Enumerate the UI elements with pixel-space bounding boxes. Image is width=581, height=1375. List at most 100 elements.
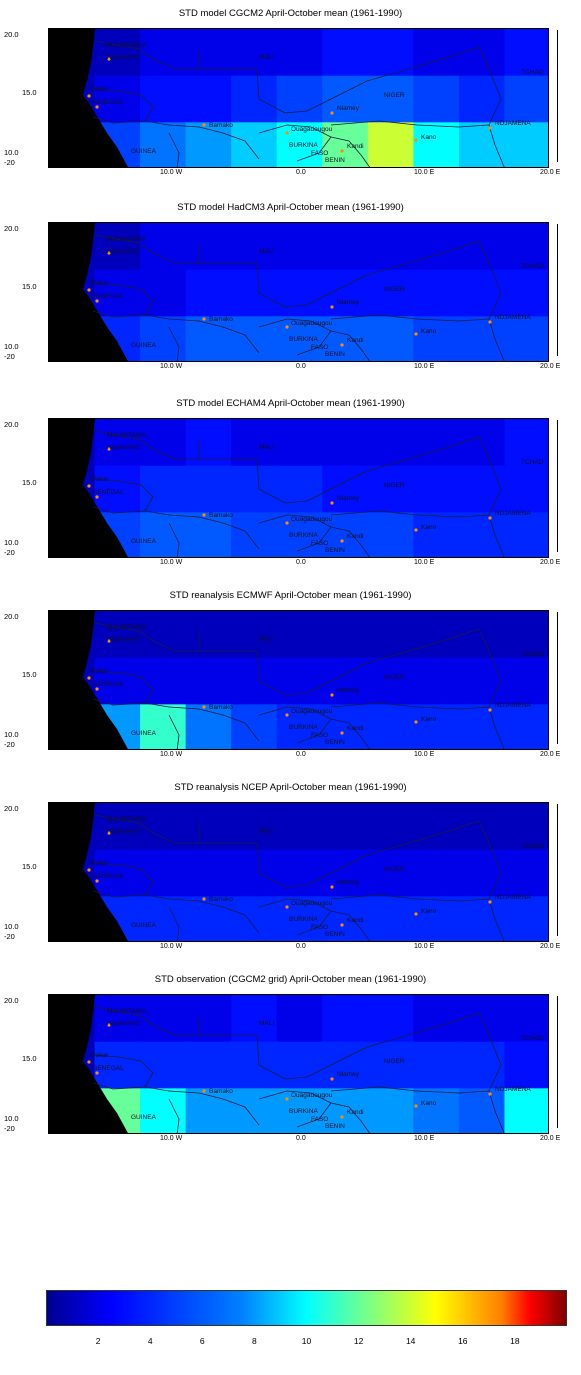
- grid-cell: [413, 419, 460, 467]
- map-label-ouagadougou: Ouagadougou: [291, 516, 333, 523]
- grid-cell: [276, 316, 323, 361]
- map-label-mali: MALI: [259, 248, 274, 255]
- city-dot: [202, 897, 206, 901]
- grid-cell: [276, 29, 323, 77]
- country-border: [330, 718, 371, 749]
- city-dot: [87, 1060, 91, 1064]
- y-tick-label: 10.0: [4, 342, 19, 351]
- map-label-ndjamena: NDJAMENA: [495, 314, 531, 321]
- country-border: [478, 820, 505, 941]
- grid-cell: [276, 704, 323, 749]
- panel-title: STD reanalysis ECMWF April-October mean …: [169, 590, 412, 601]
- grid-cell: [140, 419, 187, 467]
- grid-cell: [367, 657, 414, 705]
- map-label-ndjamena: NDJAMENA: [495, 894, 531, 901]
- grid-cell: [185, 269, 232, 317]
- city-dot: [488, 320, 492, 324]
- ocean-mask: [49, 419, 128, 557]
- ocean-mask: [49, 223, 128, 361]
- map-edge-bracket: [547, 224, 558, 356]
- grid-cell: [231, 896, 278, 941]
- colorbar-tick-label: 6: [199, 1336, 205, 1346]
- map-svg: MAURITANIA Nouakchott MALI NIGER TCHAD Dakar S…: [49, 223, 548, 361]
- grid-cell: [140, 316, 187, 361]
- grid-cell: [185, 29, 232, 77]
- ocean-mask: [49, 803, 128, 941]
- map-label-mauritania: MAURITANIA: [107, 1008, 147, 1015]
- country-border: [306, 240, 480, 306]
- city-dot: [414, 1104, 418, 1108]
- country-border: [330, 894, 490, 902]
- grid-cell: [276, 657, 323, 705]
- grid-cell: [185, 611, 232, 659]
- map-label-nouakchott: Nouakchott: [107, 828, 140, 835]
- x-tick-label: 20.0 E: [540, 1135, 561, 1142]
- country-border: [92, 282, 154, 318]
- grid-cell: [413, 512, 460, 557]
- country-border: [94, 430, 200, 460]
- y-tick-label: 20.0: [4, 996, 19, 1005]
- grid-cell: [185, 465, 232, 513]
- grid-cell: [231, 75, 278, 123]
- map-label-niamey: Niamey: [337, 1071, 360, 1078]
- map-label-guinea: GUINEA: [131, 148, 157, 155]
- country-border: [330, 136, 371, 167]
- country-border: [330, 526, 371, 557]
- grid-cell: [231, 29, 278, 77]
- map-label-senegal: SENEGAL: [93, 681, 124, 688]
- country-border: [478, 628, 505, 749]
- city-dot: [202, 705, 206, 709]
- grid-cell: [458, 896, 505, 941]
- x-tick-label: 10.0 E: [414, 943, 435, 950]
- country-border: [94, 40, 200, 70]
- grid-cell: [504, 803, 548, 851]
- map-edge-bracket: [547, 804, 558, 936]
- city-dot: [285, 713, 289, 717]
- grid-cell: [367, 1041, 414, 1089]
- country-border: [330, 1086, 490, 1094]
- grid-cell: [458, 465, 505, 513]
- grid-cell: [140, 223, 187, 271]
- map-label-mali: MALI: [259, 1020, 274, 1027]
- map-label-nouakchott: Nouakchott: [107, 444, 140, 451]
- map-label-dakar: Dakar: [91, 1052, 109, 1059]
- grid-cell: [504, 465, 548, 513]
- city-dot: [488, 516, 492, 520]
- country-border: [168, 522, 180, 557]
- grid-cell: [185, 1041, 232, 1089]
- city-dot: [340, 149, 344, 153]
- grid-cell: [413, 269, 460, 317]
- country-border: [92, 862, 154, 898]
- country-border: [478, 46, 505, 167]
- map-label-ouagadougou: Ouagadougou: [291, 1092, 333, 1099]
- country-border: [94, 622, 200, 652]
- std-map: MAURITANIA Nouakchott MALI NIGER TCHAD Dakar S…: [48, 802, 549, 942]
- grid-cell: [322, 704, 369, 749]
- map-label-ndjamena: NDJAMENA: [495, 702, 531, 709]
- grid-cell: [276, 269, 323, 317]
- map-label-nouakchott: Nouakchott: [107, 54, 140, 61]
- country-border: [478, 436, 505, 557]
- map-svg: MAURITANIA Nouakchott MALI NIGER TCHAD Dakar S…: [49, 611, 548, 749]
- country-border: [92, 670, 154, 706]
- grid-cell: [276, 512, 323, 557]
- grid-cell: [367, 465, 414, 513]
- map-label-kandi: Kandi: [347, 725, 364, 732]
- x-tick-label: 20.0 E: [540, 751, 561, 758]
- x-tick-label: 10.0 E: [414, 169, 435, 176]
- y-tick-label: 15.0: [22, 1054, 37, 1063]
- grid-cell: [367, 803, 414, 851]
- grid-cell: [504, 512, 548, 557]
- grid-cell: [231, 269, 278, 317]
- country-border: [92, 88, 154, 124]
- grid-cell: [322, 419, 369, 467]
- country-border: [144, 314, 260, 354]
- grid-cell: [94, 803, 141, 851]
- grid-cell: [322, 611, 369, 659]
- grid-cell: [185, 803, 232, 851]
- country-border: [144, 120, 260, 160]
- city-dot: [330, 111, 334, 115]
- city-dot: [340, 539, 344, 543]
- country-border: [199, 458, 308, 504]
- city-dot: [95, 299, 99, 303]
